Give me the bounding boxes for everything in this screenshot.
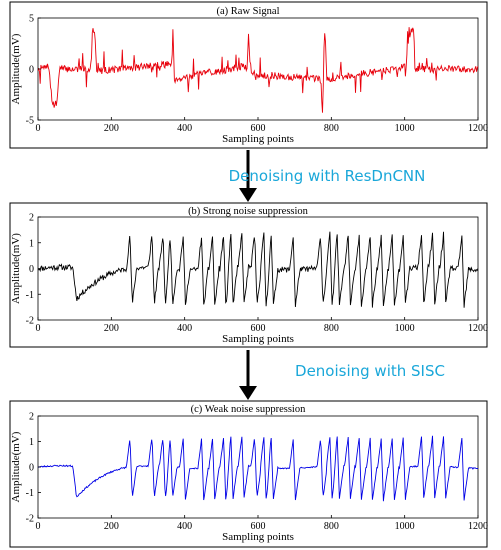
x-tick-label: 1000 <box>395 521 415 532</box>
step-label-sisc: Denoising with SISC <box>295 362 445 380</box>
panel-title: (b) Strong noise suppression <box>188 206 309 217</box>
plot-area: 0 200 400 600 800 1000 1200 -2 -1 0 1 2 Sampling poi… <box>10 412 488 544</box>
panel-strong-noise-suppression: (b) Strong noise suppression 0 200 400 600 8… <box>9 202 488 348</box>
panel-weak-noise-suppression: (c) Weak noise suppression 0 200 400 600 800… <box>9 400 488 548</box>
x-tick-label: 200 <box>104 323 119 334</box>
y-tick-label: 1 <box>29 238 34 249</box>
x-tick-label: 800 <box>324 323 339 334</box>
panel-title: (a) Raw Signal <box>217 6 280 17</box>
x-tick-label: 400 <box>177 323 192 334</box>
y-tick-label: 0 <box>29 264 34 275</box>
y-tick-label: -2 <box>26 316 34 327</box>
arrow-head <box>239 188 257 202</box>
x-tick-label: 600 <box>251 323 266 334</box>
y-tick-label: -1 <box>26 488 34 499</box>
y-tick-label: 0 <box>29 65 34 76</box>
x-tick-label: 1000 <box>395 123 415 134</box>
x-tick-label: 0 <box>36 521 41 532</box>
x-tick-label: 1200 <box>468 521 488 532</box>
y-tick-label: -1 <box>26 290 34 301</box>
arrow-head <box>239 386 257 400</box>
step-arrow-1: Denoising with ResDnCNN <box>229 150 426 202</box>
series-line <box>38 435 478 502</box>
panel-title: (c) Weak noise suppression <box>191 404 306 415</box>
y-axis-label: Amplitude(mV) <box>10 233 22 304</box>
x-tick-label: 200 <box>104 521 119 532</box>
series-line <box>38 27 478 113</box>
x-tick-label: 800 <box>324 123 339 134</box>
x-tick-label: 800 <box>324 521 339 532</box>
panel-raw-signal: (a) Raw Signal 0 200 400 600 800 1000 1200-505… <box>9 1 488 149</box>
plot-area: 0 200 400 600 800 1000 1200 -2 -1 0 1 2 Sampling poi… <box>10 213 488 346</box>
step-arrow-2: Denoising with SISC <box>239 350 445 400</box>
x-tick-label: 400 <box>177 521 192 532</box>
y-tick-label: 1 <box>29 437 34 448</box>
y-tick-label: 5 <box>29 14 34 25</box>
x-axis-label: Sampling points <box>222 133 294 145</box>
series-line <box>38 231 478 308</box>
x-tick-label: 1200 <box>468 123 488 134</box>
x-tick-label: 200 <box>104 123 119 134</box>
x-tick-label: 600 <box>251 123 266 134</box>
x-tick-label: 600 <box>251 521 266 532</box>
x-tick-label: 400 <box>177 123 192 134</box>
y-axis-label: Amplitude(mV) <box>10 33 22 104</box>
y-axis-label: Amplitude(mV) <box>10 431 22 502</box>
y-tick-label: -2 <box>26 514 34 525</box>
y-tick-label: 0 <box>29 463 34 474</box>
panel-frame <box>9 1 488 149</box>
step-label-resdncnn: Denoising with ResDnCNN <box>229 167 426 185</box>
y-tick-label: 2 <box>29 213 34 224</box>
x-tick-label: 0 <box>36 323 41 334</box>
panel-frame <box>9 400 488 548</box>
y-tick-label: -5 <box>26 116 34 127</box>
y-tick-label: 2 <box>29 412 34 423</box>
x-tick-label: 0 <box>36 123 41 134</box>
x-axis-label: Sampling points <box>222 531 294 543</box>
x-axis-label: Sampling points <box>222 333 294 345</box>
x-tick-label: 1200 <box>468 323 488 334</box>
x-tick-label: 1000 <box>395 323 415 334</box>
panel-frame <box>9 202 488 348</box>
